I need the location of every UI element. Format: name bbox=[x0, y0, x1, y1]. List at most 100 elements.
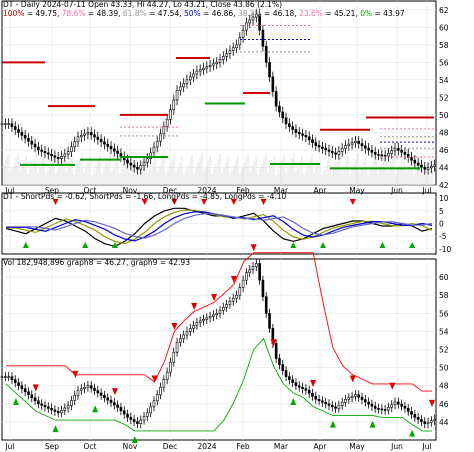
graph9-line bbox=[5, 337, 432, 432]
candle-body bbox=[284, 117, 288, 124]
sell-arrow-icon bbox=[270, 339, 277, 347]
buy-arrow-icon bbox=[369, 420, 376, 428]
candle-body bbox=[347, 397, 351, 400]
candle-body bbox=[149, 406, 152, 414]
candle-body bbox=[426, 167, 430, 170]
candle-body bbox=[159, 133, 162, 142]
x-tick-label: Oct bbox=[84, 186, 97, 195]
x-tick-label: Apr bbox=[314, 186, 328, 195]
sell-arrow-icon bbox=[151, 375, 158, 383]
candle-body bbox=[426, 421, 430, 425]
buy-arrow-icon bbox=[12, 397, 19, 405]
candle-body bbox=[334, 152, 337, 155]
candle-body bbox=[146, 158, 149, 163]
candle-body bbox=[258, 263, 261, 281]
candle-body bbox=[142, 161, 146, 167]
candle-body bbox=[10, 376, 14, 380]
candle-body bbox=[387, 153, 390, 157]
candle-body bbox=[291, 379, 294, 383]
buy-arrow-icon bbox=[131, 436, 138, 443]
candle-body bbox=[188, 328, 192, 332]
buy-arrow-icon bbox=[409, 242, 416, 248]
candle-body bbox=[324, 148, 327, 151]
candle-body bbox=[208, 316, 212, 319]
x-tick-label: Jul bbox=[4, 442, 14, 451]
candle-body bbox=[377, 408, 380, 410]
candle-body bbox=[304, 135, 308, 138]
y-tick-label: 50 bbox=[439, 111, 449, 120]
candle-body bbox=[129, 162, 133, 166]
candle-body bbox=[198, 69, 202, 72]
sell-arrow-icon bbox=[349, 199, 356, 205]
candle-body bbox=[46, 406, 50, 409]
candle-body bbox=[30, 140, 34, 145]
candle-body bbox=[83, 386, 86, 390]
candle-body bbox=[218, 59, 222, 63]
candle-body bbox=[377, 154, 380, 156]
y-tick-label: 58 bbox=[439, 291, 449, 300]
candle-body bbox=[119, 407, 123, 412]
y-tick-label: 52 bbox=[439, 93, 449, 102]
x-tick-label: Apr bbox=[314, 442, 328, 451]
candle-body bbox=[212, 314, 215, 317]
candle-body bbox=[317, 145, 321, 148]
sell-arrow-icon bbox=[111, 388, 118, 396]
y-tick-label: -5 bbox=[439, 232, 447, 241]
candle-body bbox=[360, 143, 364, 147]
panel-frame bbox=[1, 0, 437, 186]
y-tick-label: 0 bbox=[439, 220, 444, 229]
x-tick-label: Jun bbox=[390, 186, 403, 195]
buy-arrow-icon bbox=[290, 242, 297, 248]
candle-body bbox=[337, 151, 341, 155]
sell-arrow-icon bbox=[171, 322, 178, 330]
candle-body bbox=[0, 123, 4, 125]
buy-arrow-icon bbox=[329, 420, 336, 428]
candle-body bbox=[109, 399, 113, 403]
candle-body bbox=[122, 410, 126, 415]
y-tick-label: 56 bbox=[439, 309, 449, 318]
candle-body bbox=[433, 418, 436, 421]
candle-body bbox=[430, 420, 433, 423]
fib-level-label: 50% bbox=[184, 9, 201, 18]
candle-body bbox=[70, 146, 73, 153]
sell-arrow-icon bbox=[191, 303, 198, 311]
candle-body bbox=[139, 165, 143, 170]
candle-body bbox=[311, 392, 314, 397]
buy-arrow-icon bbox=[111, 242, 118, 248]
candle-body bbox=[248, 269, 252, 273]
candle-body bbox=[261, 279, 265, 298]
candle-body bbox=[93, 387, 96, 391]
y-tick-label: 60 bbox=[439, 23, 449, 32]
sell-arrow-icon bbox=[201, 199, 208, 205]
candle-body bbox=[17, 129, 20, 133]
candle-body bbox=[162, 379, 166, 388]
sell-arrow-icon bbox=[260, 199, 267, 205]
candle-body bbox=[420, 419, 423, 422]
buy-arrow-icon bbox=[320, 242, 327, 248]
candle-body bbox=[416, 417, 420, 420]
x-tick-label: 2024 bbox=[197, 186, 216, 195]
fib-level-label: 0% bbox=[360, 9, 373, 18]
candle-body bbox=[195, 322, 199, 326]
candle-body bbox=[251, 266, 255, 270]
candle-body bbox=[301, 386, 304, 390]
candle-body bbox=[370, 149, 374, 153]
candle-body bbox=[235, 294, 238, 299]
candle-body bbox=[50, 408, 53, 411]
buy-arrow-icon bbox=[92, 405, 99, 413]
fib-level-label: 61.8% bbox=[122, 9, 147, 18]
candle-body bbox=[212, 63, 215, 66]
candle-body bbox=[66, 151, 70, 155]
candle-body bbox=[23, 135, 27, 139]
candle-body bbox=[43, 151, 47, 154]
candle-body bbox=[76, 389, 80, 396]
buy-arrow-icon bbox=[290, 397, 297, 405]
candle-body bbox=[364, 399, 367, 403]
candle-body bbox=[261, 29, 265, 47]
candle-body bbox=[73, 395, 76, 401]
y-tick-label: 48 bbox=[439, 128, 449, 137]
candle-body bbox=[357, 140, 360, 144]
y-tick-label: 46 bbox=[439, 400, 449, 409]
sell-arrow-icon bbox=[429, 399, 435, 407]
x-tick-label: May bbox=[349, 186, 365, 195]
